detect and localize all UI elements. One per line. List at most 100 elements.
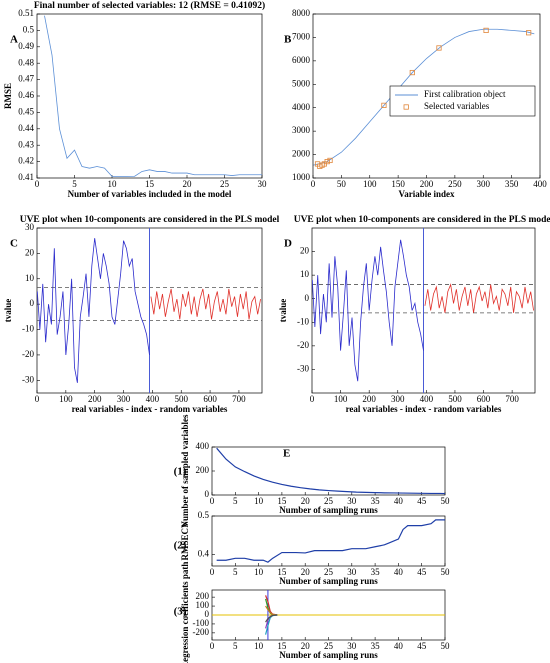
- y-tick-label: 0.47: [18, 74, 34, 84]
- series-line: [37, 238, 150, 383]
- marker: [409, 69, 415, 76]
- panel-label: B: [284, 34, 292, 46]
- chart-title: UVE plot when 10-components are consider…: [294, 215, 550, 225]
- series-line: [265, 614, 278, 623]
- x-tick-label: 30: [347, 567, 357, 577]
- y-tick-label: -10: [22, 324, 34, 334]
- series-line: [216, 519, 445, 563]
- plot-frame: [36, 13, 263, 179]
- x-tick-label: 300: [117, 394, 131, 404]
- x-tick-label: 15: [277, 496, 287, 506]
- y-tick-label: 0.51: [18, 8, 34, 18]
- x-tick-label: 30: [258, 179, 268, 189]
- y-tick-label: 200: [196, 591, 210, 601]
- x-tick-label: 100: [363, 179, 377, 189]
- y-tick-label: 30: [25, 222, 35, 232]
- x-tick-label: 15: [145, 179, 155, 189]
- panel-label: C: [10, 238, 18, 250]
- x-tick-label: 10: [254, 567, 264, 577]
- x-tick-label: 50: [441, 567, 451, 577]
- y-tick-label: 6000: [292, 55, 311, 65]
- x-tick-label: 0: [210, 641, 215, 651]
- y-tick-label: 0: [305, 293, 310, 303]
- y-tick-label: -20: [297, 340, 309, 350]
- y-tick-label: 5000: [292, 78, 311, 88]
- x-tick-label: 30: [347, 496, 357, 506]
- marker: [483, 27, 489, 34]
- y-tick-label: -30: [22, 374, 34, 384]
- series-line: [216, 447, 445, 495]
- y-tick-label: -20: [22, 349, 34, 359]
- y-tick-label: 100: [196, 600, 210, 610]
- x-tick-label: 25: [324, 641, 334, 651]
- y-tick-label: 0.4: [198, 549, 210, 559]
- x-tick-label: 0: [310, 394, 315, 404]
- x-tick-label: 10: [254, 641, 264, 651]
- x-tick-label: 400: [146, 394, 160, 404]
- x-tick-label: 50: [441, 641, 451, 651]
- y-tick-label: -200: [193, 627, 210, 637]
- x-axis-label: Number of sampling runs: [279, 505, 378, 515]
- x-axis-label: Number of sampling runs: [279, 650, 378, 660]
- x-tick-label: 10: [108, 179, 118, 189]
- x-axis-label: Number of sampling runs: [279, 576, 378, 586]
- y-axis-label: Regression coefficients path: [180, 562, 190, 663]
- marker: [436, 45, 442, 51]
- x-tick-label: 150: [391, 179, 405, 189]
- x-tick-label: 20: [301, 641, 311, 651]
- y-tick-label: 10: [300, 269, 310, 279]
- x-tick-label: 45: [417, 567, 427, 577]
- x-axis-label: Number of variables included in the mode…: [68, 189, 232, 199]
- x-tick-label: 350: [505, 179, 519, 189]
- x-tick-label: 300: [477, 179, 491, 189]
- y-tick-label: 0.5: [23, 24, 35, 34]
- x-tick-label: 50: [337, 179, 347, 189]
- marker: [381, 102, 387, 108]
- panel-label: A: [10, 34, 18, 46]
- y-tick-label: -30: [297, 363, 309, 373]
- chart-title: Final number of selected variables: 12 (…: [34, 0, 265, 11]
- x-tick-label: 25: [220, 179, 230, 189]
- series-line: [44, 15, 262, 177]
- x-tick-label: 5: [233, 567, 238, 577]
- y-tick-label: 0: [205, 489, 210, 499]
- y-tick-label: 8000: [292, 8, 311, 18]
- x-tick-label: 35: [371, 567, 381, 577]
- y-tick-label: 0.48: [18, 57, 34, 67]
- series-line: [265, 605, 278, 616]
- plot-frame: [211, 446, 446, 496]
- x-tick-label: 500: [448, 394, 462, 404]
- y-tick-label: 0.49: [18, 41, 34, 51]
- x-tick-label: 35: [371, 496, 381, 506]
- x-tick-label: 30: [347, 641, 357, 651]
- x-tick-label: 45: [417, 641, 427, 651]
- y-tick-label: 4000: [292, 102, 311, 112]
- x-tick-label: 25: [324, 567, 334, 577]
- y-tick-label: 1000: [292, 172, 311, 182]
- x-tick-label: 200: [88, 394, 102, 404]
- x-tick-label: 5: [233, 496, 238, 506]
- x-tick-label: 0: [35, 394, 40, 404]
- sub-label: (2): [174, 540, 187, 552]
- x-tick-label: 600: [203, 394, 217, 404]
- legend-label: Selected variables: [424, 101, 490, 111]
- x-tick-label: 40: [394, 641, 404, 651]
- legend-box: [389, 85, 536, 117]
- x-tick-label: 0: [210, 496, 215, 506]
- legend-label: First calibration object: [424, 89, 506, 99]
- x-tick-label: 200: [420, 179, 434, 189]
- panel-label: D: [284, 238, 292, 250]
- sub-label: (3): [174, 606, 187, 618]
- marker: [324, 158, 330, 165]
- x-tick-label: 20: [183, 179, 193, 189]
- y-tick-label: 0.46: [18, 90, 34, 100]
- x-axis-label: real variables - index - random variable…: [72, 404, 228, 414]
- x-axis-label: Variable index: [399, 189, 455, 199]
- y-tick-label: 0: [30, 298, 35, 308]
- x-tick-label: 600: [477, 394, 491, 404]
- x-tick-label: 5: [233, 641, 238, 651]
- x-tick-label: 15: [277, 567, 287, 577]
- y-tick-label: 0.42: [18, 156, 34, 166]
- x-tick-label: 45: [417, 496, 427, 506]
